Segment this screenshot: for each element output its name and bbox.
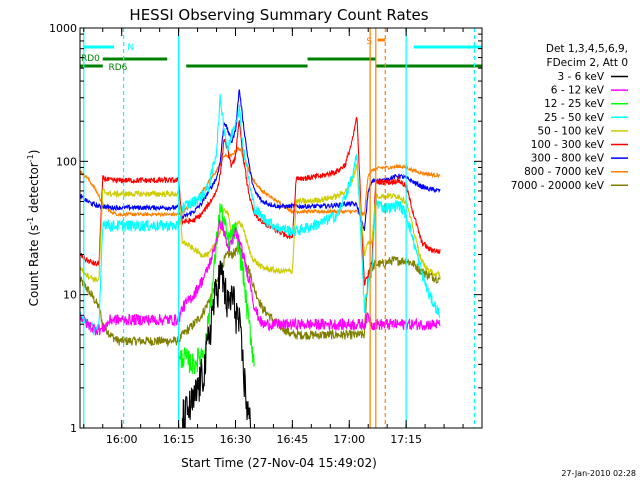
legend-header-1: Det 1,3,4,5,6,9,	[546, 43, 628, 55]
x-tick-label-5: 17:15	[390, 433, 422, 446]
legend-label-3: 25 - 50 keV	[544, 112, 605, 124]
flag-label-s: S	[366, 37, 372, 47]
flag-label-rd0: RD0	[81, 54, 100, 64]
legend-label-5: 100 - 300 keV	[531, 139, 605, 151]
legend-label-1: 6 - 12 keV	[551, 85, 605, 97]
x-tick-label-3: 16:45	[277, 433, 309, 446]
datestamp: 27-Jan-2010 02:28	[561, 469, 636, 478]
legend: Det 1,3,4,5,6,9, FDecim 2, Att 0 3 - 6 keV…	[511, 43, 628, 192]
y-tick-label-2: 100	[56, 155, 77, 168]
flag-label-rd6: RD6	[108, 63, 127, 73]
x-tick-label-2: 16:30	[220, 433, 252, 446]
y-axis-label-sup2: -1	[26, 154, 35, 162]
series-line-5	[80, 116, 441, 286]
legend-header-2: FDecim 2, Att 0	[547, 57, 628, 69]
legend-label-8: 7000 - 20000 keV	[511, 180, 605, 192]
y-tick-label-3: 1000	[49, 22, 77, 35]
y-axis-label-end: )	[27, 150, 41, 155]
legend-label-0: 3 - 6 keV	[557, 71, 604, 83]
x-axis-label: Start Time (27-Nov-04 15:49:02)	[181, 456, 377, 470]
y-axis-label-sup1: -1	[26, 217, 35, 225]
flag-label-n: N	[127, 43, 134, 53]
x-tick-label-1: 16:15	[163, 433, 195, 446]
legend-label-7: 800 - 7000 keV	[524, 166, 605, 178]
legend-label-4: 50 - 100 keV	[537, 125, 604, 137]
plot-content: N RD0 RD6 S	[80, 28, 482, 428]
series-line-1	[80, 219, 441, 336]
series-line-8	[80, 246, 441, 348]
series-line-0	[181, 260, 252, 428]
legend-label-2: 12 - 25 keV	[544, 98, 605, 110]
plot-frame	[79, 27, 483, 429]
series-line-7	[80, 146, 441, 218]
y-tick-label-0: 1	[70, 422, 77, 435]
axis-ticks: 1 10 100 1000 16:00 16:15 16:30 16:45 17:00 17:15	[49, 22, 483, 446]
legend-label-6: 300 - 800 keV	[531, 153, 605, 165]
series-line-4	[80, 164, 441, 284]
y-axis-label-main: Count Rate (s	[27, 225, 41, 307]
y-axis-label: Count Rate (s-1 detector-1)	[26, 150, 41, 307]
series-line-2	[178, 203, 255, 375]
x-tick-label-0: 16:00	[106, 433, 138, 446]
y-tick-label-1: 10	[63, 289, 77, 302]
series-line-3	[80, 94, 441, 337]
y-axis-label-mid: detector	[27, 162, 41, 217]
chart-title: HESSI Observing Summary Count Rates	[129, 6, 428, 24]
x-tick-label-4: 17:00	[333, 433, 365, 446]
